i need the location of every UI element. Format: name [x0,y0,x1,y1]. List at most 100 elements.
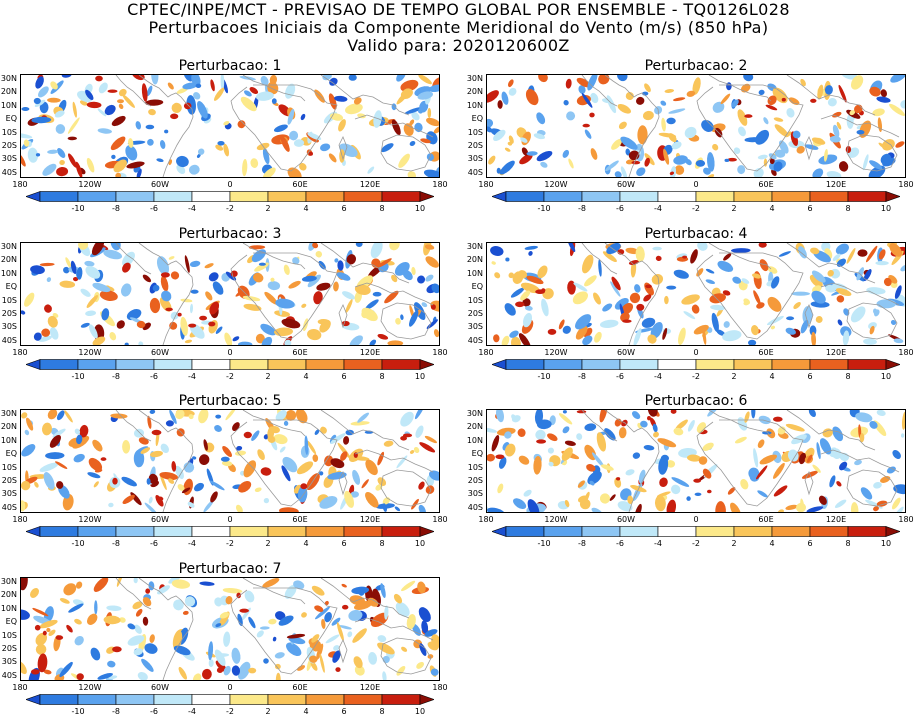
latitude-label: 30S [1,489,17,499]
longitude-label: 120W [544,515,568,524]
panel-3: Perturbacao: 3 30N 20N 10N EQ 10S 20S 30S 40S 18… [0,226,448,393]
colorbar-tick-label: 8 [845,372,851,381]
colorbar [492,526,900,537]
colorbar-tick-label: -4 [188,372,196,381]
longitude-label: 120E [359,348,381,357]
longitude-label: 120W [78,683,102,692]
panel-4: Perturbacao: 4 30N 20N 10N EQ 10S 20S 30S 40S 18… [466,226,914,393]
latitude-label: 30N [0,242,17,251]
panel-title: Perturbacao: 7 [178,561,282,577]
longitude-label: 60W [616,515,636,524]
colorbar [26,694,434,705]
colorbar-tick-label: 4 [303,372,309,381]
longitude-label: 180 [898,180,914,189]
longitude-label: 120W [544,180,568,189]
longitude-label: 120E [825,348,847,357]
latitude-label: 30N [0,74,17,83]
panel-title: Perturbacao: 6 [644,393,748,409]
longitude-label: 180 [12,683,28,692]
latitude-label: 20S [1,141,17,150]
latitude-label: 10N [466,100,483,110]
latitude-label: 10S [1,127,17,137]
panel-title: Perturbacao: 4 [644,226,748,242]
colorbar-tick-label: 10 [880,539,892,548]
latitude-label: 10N [0,268,17,278]
colorbar [26,526,434,537]
latitude-label: 40S [1,335,17,345]
latitude-label: 40S [1,502,17,512]
longitude-label: 120W [78,348,102,357]
longitude-label: 60E [758,180,774,189]
wind-perturbation-map [20,74,440,178]
colorbar-tick-label: -10 [537,539,551,548]
colorbar-tick-label: 6 [807,539,813,548]
latitude-label: 30S [1,154,17,164]
longitude-label: 0 [693,348,699,357]
longitude-label: 60E [758,515,774,524]
colorbar-tick-label: -4 [654,539,662,548]
colorbar-tick-label: -8 [112,372,120,381]
colorbar-tick-label: 8 [845,204,851,213]
colorbar-tick-label: 2 [265,539,271,548]
colorbar-tick-label: -6 [150,204,158,213]
longitude-label: 60W [616,180,636,189]
longitude-label: 60E [292,180,308,189]
colorbar-tick-label: -2 [226,707,234,716]
latitude-label: 30N [0,577,17,586]
variable-subtitle: Perturbacoes Iniciais da Componente Meri… [148,18,769,37]
colorbar-tick-label: -2 [692,204,700,213]
latitude-label: 40S [467,502,483,512]
longitude-label: 60W [150,515,170,524]
latitude-label: 20S [467,309,483,318]
longitude-label: 180 [898,515,914,524]
panel-7: Perturbacao: 7 30N 20N 10N EQ 10S 20S 30S 40S 18… [0,561,448,728]
colorbar-tick-label: -8 [112,707,120,716]
panel-title: Perturbacao: 2 [644,58,748,74]
latitude-label: 30S [1,657,17,667]
colorbar-tick-label: -10 [71,372,85,381]
colorbar-tick-label: 6 [341,707,347,716]
colorbar-tick-label: -8 [578,539,586,548]
latitude-label: 20N [0,87,17,97]
latitude-label: EQ [471,114,483,124]
latitude-label: EQ [471,282,483,292]
latitude-label: 10N [466,268,483,278]
colorbar-tick-label: -4 [654,204,662,213]
longitude-label: 180 [432,683,448,692]
wind-perturbation-map [20,577,440,681]
colorbar-tick-label: -10 [71,204,85,213]
colorbar-tick-label: 6 [807,372,813,381]
colorbar [26,191,434,202]
colorbar-tick-label: 6 [341,204,347,213]
latitude-label: 30N [466,74,483,83]
panel-title: Perturbacao: 3 [178,226,282,242]
longitude-label: 120E [359,515,381,524]
colorbar-tick-label: -6 [616,539,624,548]
colorbar-tick-label: -6 [616,372,624,381]
latitude-label: 10N [0,435,17,445]
colorbar-tick-label: -4 [188,707,196,716]
colorbar-tick-label: -4 [654,372,662,381]
latitude-label: 10S [1,630,17,640]
latitude-label: 20N [466,422,483,432]
latitude-label: 20S [1,309,17,318]
latitude-label: 20S [467,476,483,485]
latitude-label: 40S [467,167,483,177]
latitude-label: 20N [0,422,17,432]
colorbar-tick-label: -10 [71,707,85,716]
colorbar-tick-label: 6 [341,372,347,381]
latitude-label: EQ [5,617,17,627]
panel-title: Perturbacao: 1 [178,58,282,74]
colorbar-tick-label: 10 [880,372,892,381]
latitude-label: 30N [466,409,483,418]
colorbar-tick-label: 10 [414,707,426,716]
colorbar-tick-label: -10 [71,539,85,548]
panel-5: Perturbacao: 5 30N 20N 10N EQ 10S 20S 30S 40S 18… [0,393,448,560]
colorbar-tick-label: -10 [537,372,551,381]
longitude-label: 120W [78,515,102,524]
colorbar-tick-label: 10 [880,204,892,213]
colorbar-tick-label: 2 [265,707,271,716]
latitude-label: 10N [0,100,17,110]
colorbar-tick-label: 4 [769,372,775,381]
longitude-label: 0 [693,515,699,524]
